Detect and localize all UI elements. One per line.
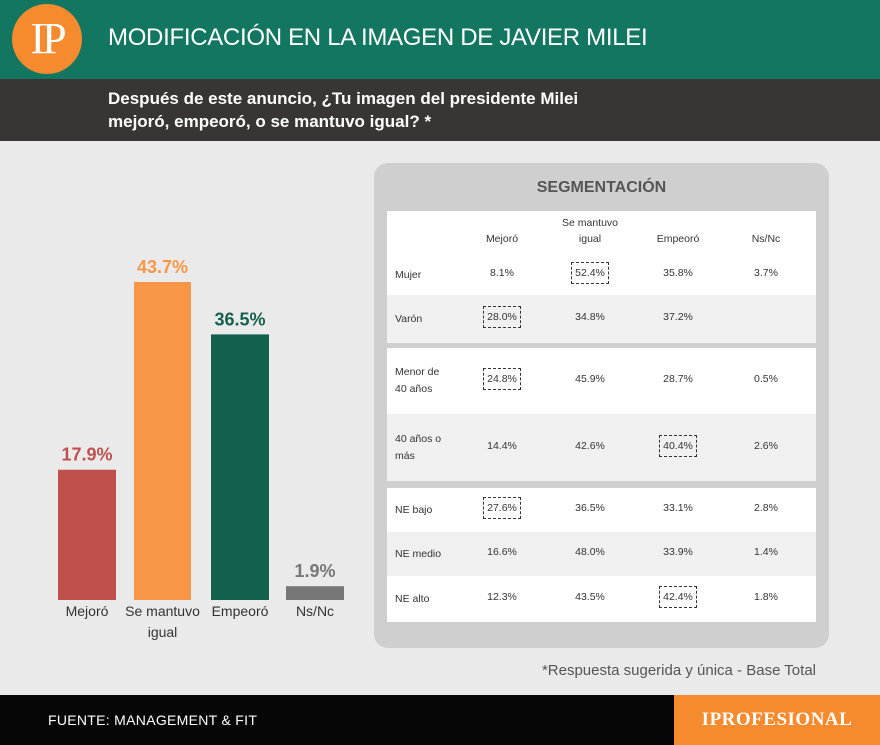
segment-group-2: NE bajo 27.6% 36.5% 33.1% 2.8% NE medio 16.6% 4…	[387, 488, 816, 622]
highlight-box: 42.4%	[659, 586, 697, 608]
table-cell: 12.3%	[487, 591, 517, 603]
category-label-3: Ns/Nc	[296, 603, 334, 619]
question-line-2: mejoró, empeoró, o se mantuvo igual? *	[108, 112, 432, 131]
table-cell: 34.8%	[575, 311, 605, 323]
table-cell: 24.8%	[467, 368, 537, 390]
table-row: NE medio 16.6% 48.0% 33.9% 1.4%	[387, 532, 816, 576]
table-cell: 42.4%	[643, 586, 713, 608]
column-header-3: Ns/Nc	[751, 233, 781, 245]
footnote: *Respuesta sugerida y única - Base Total	[541, 662, 816, 679]
table-cell: 28.0%	[467, 306, 537, 328]
table-cell: 40.4%	[643, 434, 713, 457]
header-bar: IP MODIFICACIÓN EN LA IMAGEN DE JAVIER M…	[0, 0, 880, 79]
bar-chart-svg: 17.9% 43.7% 36.5% 1.9% Mejoró Se mantuvo igual…	[58, 257, 344, 640]
column-header-2: Empeoró	[656, 233, 700, 245]
highlight-box: 24.8%	[483, 368, 521, 390]
table-cell: 35.8%	[663, 267, 693, 279]
bar-3	[286, 586, 344, 600]
highlight-box: 27.6%	[483, 497, 521, 519]
table-cell: 2.8%	[754, 502, 778, 514]
table-cell: 28.7%	[663, 373, 693, 385]
bar-value-label-3: 1.9%	[294, 561, 335, 581]
table-cell: 48.0%	[575, 546, 605, 558]
page-title: MODIFICACIÓN EN LA IMAGEN DE JAVIER MILE…	[108, 24, 648, 51]
bar-2	[211, 334, 269, 600]
table-cell: 45.9%	[575, 373, 605, 385]
table-cell: 33.9%	[663, 546, 693, 558]
table-cell: 27.6%	[467, 497, 537, 519]
category-label-0: Mejoró	[66, 603, 109, 619]
source-label: FUENTE: MANAGEMENT & FIT	[48, 712, 258, 728]
bar-chart: 17.9% 43.7% 36.5% 1.9% Mejoró Se mantuvo igual…	[0, 141, 370, 671]
table-cell: 33.1%	[663, 502, 693, 514]
column-header-0: Mejoró	[485, 233, 519, 245]
table-row: Menor de 40 años 24.8% 45.9% 28.7% 0.5%	[387, 348, 816, 414]
survey-question: Después de este anuncio, ¿Tu imagen del …	[108, 87, 668, 133]
bar-value-label-1: 43.7%	[137, 257, 188, 277]
segmentation-panel: SEGMENTACIÓN Mejoró Se mantuvo igual Empeor…	[374, 163, 829, 648]
table-cell: 43.5%	[575, 591, 605, 603]
table-cell: 52.4%	[555, 262, 625, 284]
bar-0	[58, 469, 116, 600]
table-cell: 3.7%	[754, 267, 778, 279]
table-row: Varón 28.0% 34.8% 37.2%	[387, 295, 816, 343]
column-header-1: Se mantuvo igual	[561, 217, 619, 245]
row-label: Mujer	[395, 268, 422, 281]
highlight-box: 40.4%	[659, 434, 697, 457]
table-row: 40 años o más 14.4% 42.6% 40.4% 2.6%	[387, 414, 816, 481]
bar-1	[134, 282, 191, 600]
segment-group-0: Mejoró Se mantuvo igual Empeoró Ns/Nc Mujer 8.…	[387, 211, 816, 343]
table-cell: 42.6%	[575, 439, 605, 452]
row-label: NE medio	[395, 547, 442, 560]
table-row: Mujer 8.1% 52.4% 35.8% 3.7%	[387, 255, 816, 295]
bar-value-label-2: 36.5%	[214, 309, 265, 329]
highlight-box: 28.0%	[483, 306, 521, 328]
brand-logo: IPROFESIONAL	[674, 695, 880, 745]
row-label: 40 años o más	[395, 432, 442, 462]
table-cell: 8.1%	[490, 267, 514, 279]
table-cell: 37.2%	[663, 311, 693, 323]
row-label: Varón	[395, 312, 423, 325]
table-cell: 36.5%	[575, 502, 605, 514]
segmentation-title: SEGMENTACIÓN	[536, 179, 667, 196]
table-cell: 1.4%	[754, 546, 778, 558]
table-cell: 0.5%	[754, 373, 778, 385]
table-cell: 1.8%	[754, 591, 778, 603]
row-label: NE alto	[395, 592, 430, 605]
segment-group-1: Menor de 40 años 24.8% 45.9% 28.7% 0.5% 40 año…	[387, 348, 816, 481]
table-cell: 14.4%	[487, 439, 517, 452]
row-label: NE bajo	[395, 503, 433, 516]
table-cell: 2.6%	[754, 439, 778, 452]
ip-logo: IP	[12, 4, 82, 74]
footer-bar: FUENTE: MANAGEMENT & FIT IPROFESIONAL	[0, 695, 880, 745]
table-cell: 16.6%	[487, 546, 517, 558]
row-label: Menor de 40 años	[395, 366, 440, 395]
question-bar: Después de este anuncio, ¿Tu imagen del …	[0, 79, 880, 141]
table-row: NE alto 12.3% 43.5% 42.4% 1.8%	[387, 576, 816, 622]
table-row: NE bajo 27.6% 36.5% 33.1% 2.8%	[387, 488, 816, 532]
category-label-2: Empeoró	[212, 603, 269, 619]
bar-value-label-0: 17.9%	[61, 445, 112, 465]
highlight-box: 52.4%	[571, 262, 609, 284]
question-line-1: Después de este anuncio, ¿Tu imagen del …	[108, 89, 579, 108]
category-label-1: Se mantuvo igual	[125, 603, 200, 640]
